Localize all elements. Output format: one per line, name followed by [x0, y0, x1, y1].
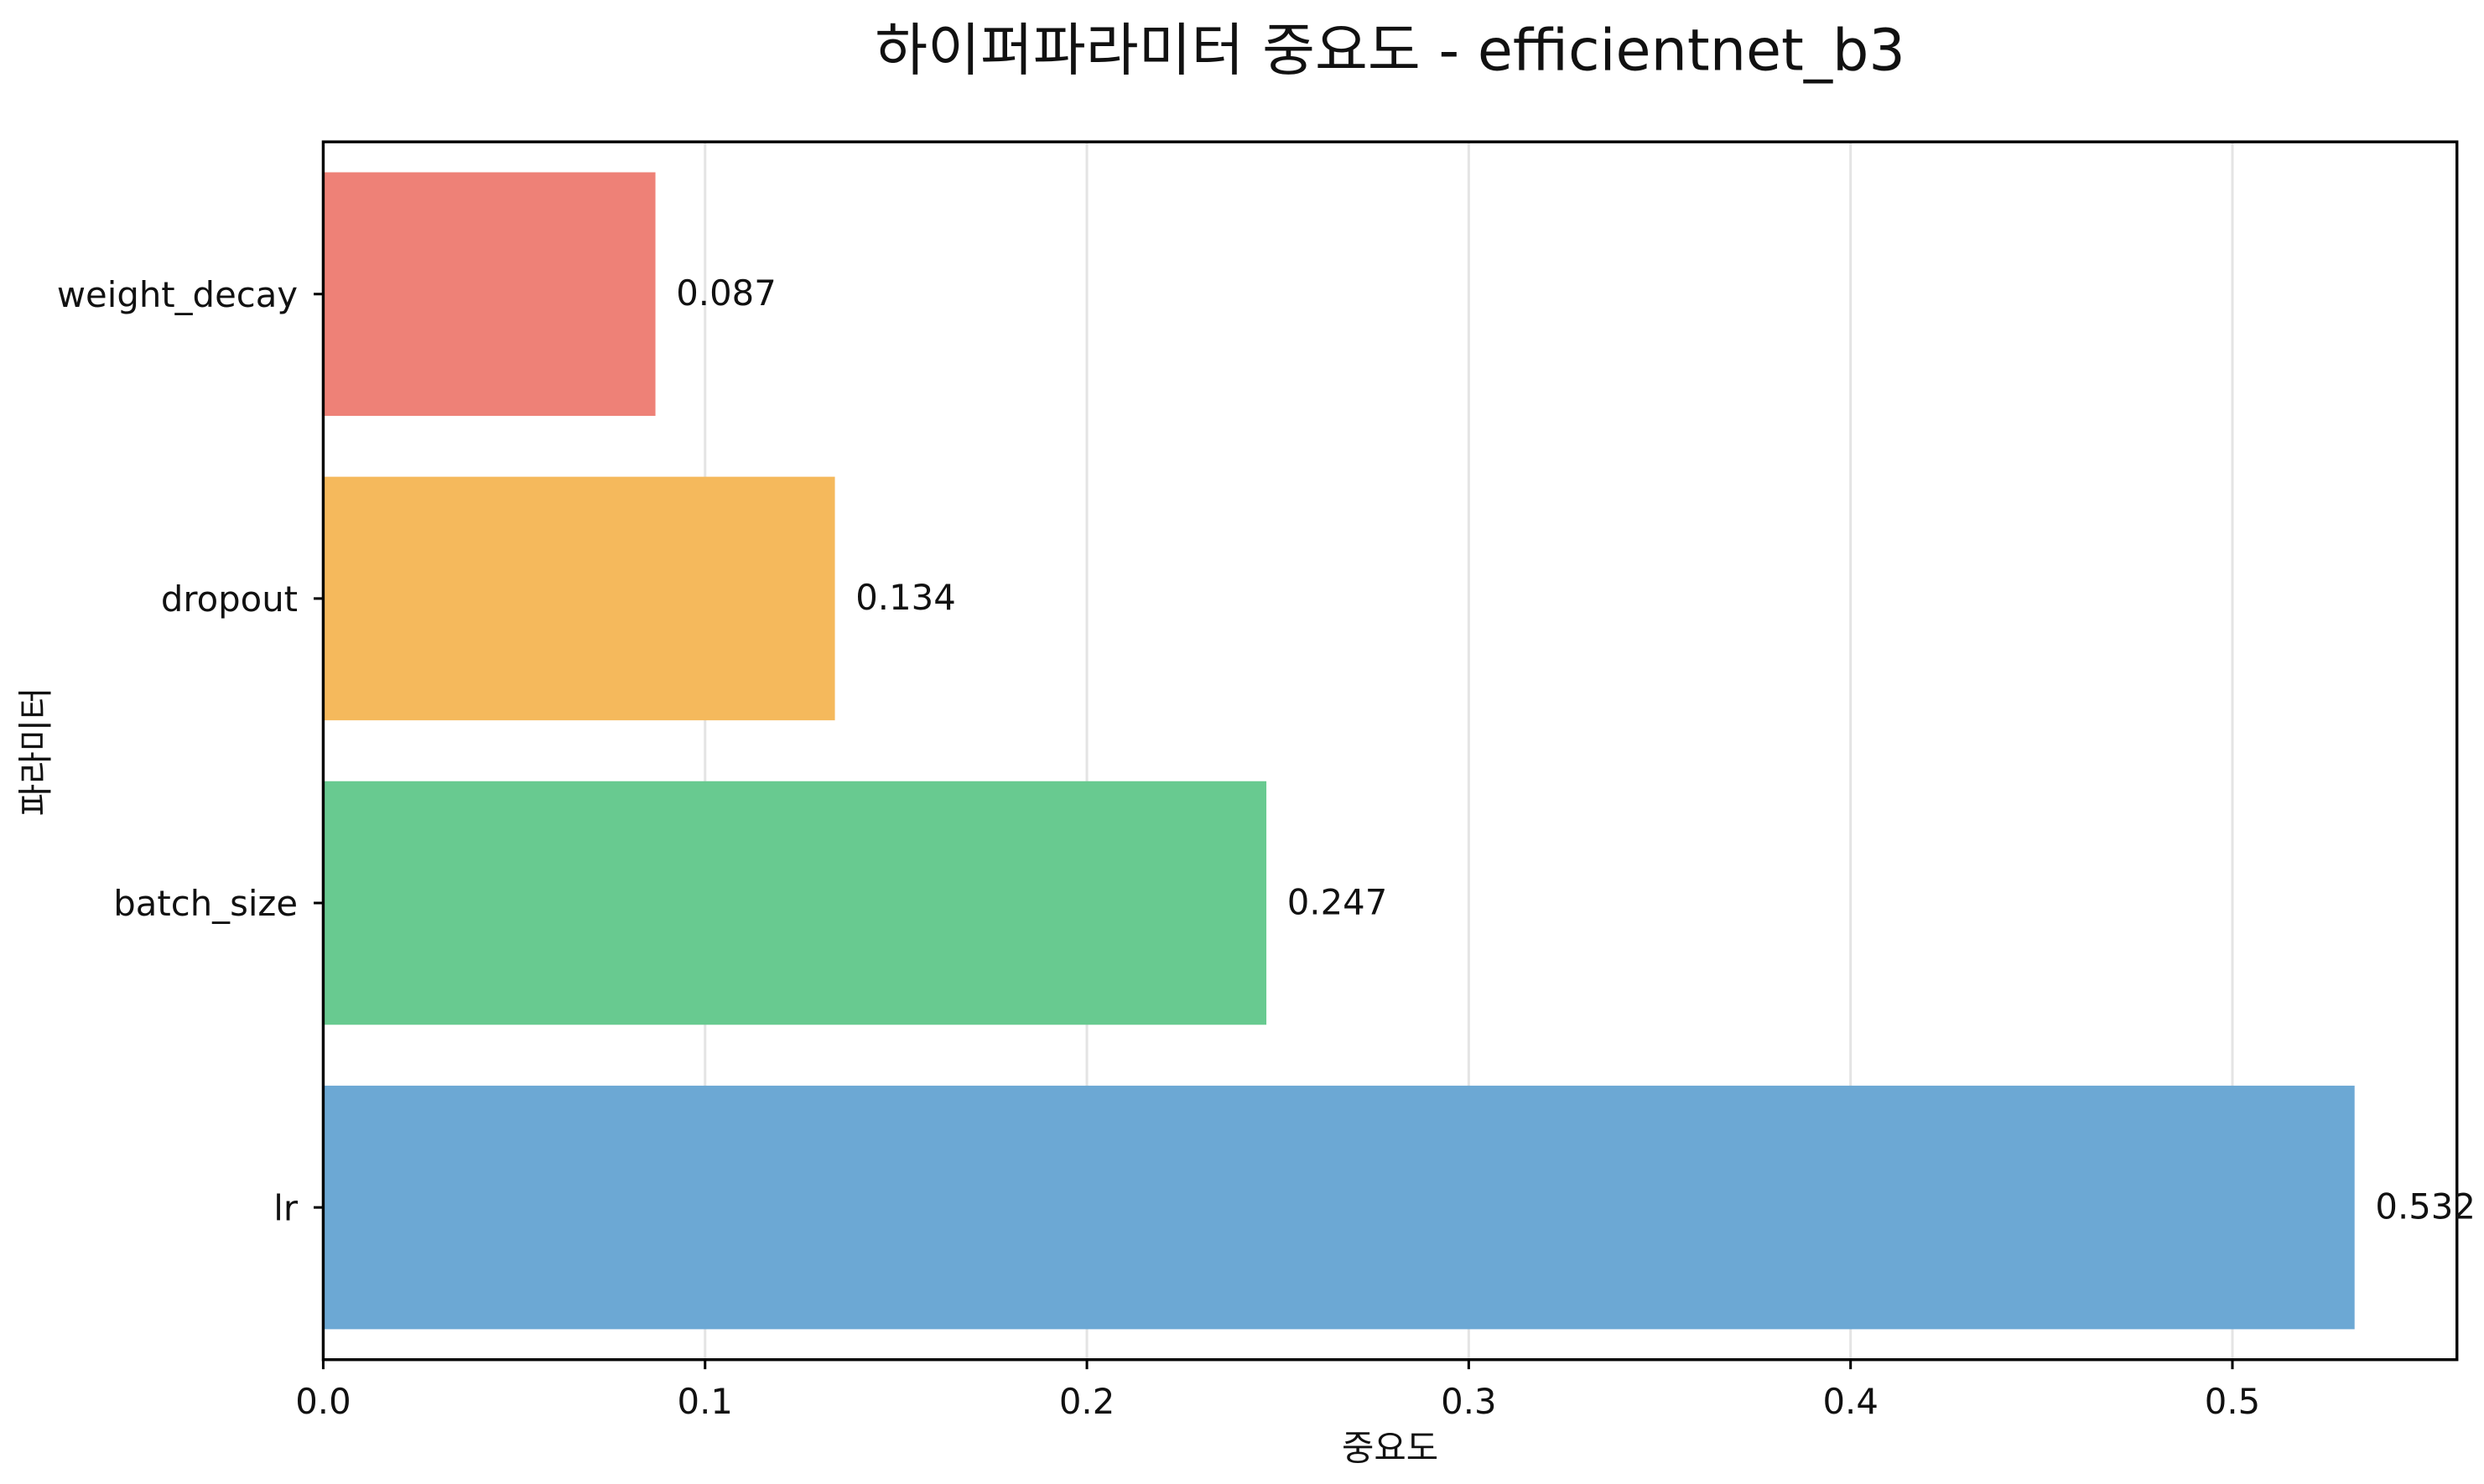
x-tick-label: 0.5: [2205, 1381, 2260, 1422]
chart-title: 하이퍼파라미터 중요도 - efficientnet_b3: [875, 18, 1905, 85]
bar-value-label: 0.087: [676, 272, 777, 314]
y-tick-label: lr: [273, 1187, 299, 1228]
x-tick-label: 0.0: [295, 1381, 351, 1422]
bar-dropout: [323, 476, 835, 721]
x-tick-label: 0.4: [1822, 1381, 1878, 1422]
plot-frame: [321, 140, 2459, 1362]
x-tick-label: 0.2: [1059, 1381, 1115, 1422]
bar-value-label: 0.134: [855, 577, 956, 618]
value-labels: 0.532 0.247 0.134 0.087: [676, 272, 2476, 1227]
bars: [323, 172, 2355, 1330]
bar-value-label: 0.532: [2375, 1186, 2476, 1227]
axis-ticks: 0.0 0.1 0.2 0.3 0.4 0.5 lr batch_size dropout wei…: [57, 274, 2260, 1422]
y-tick-label: dropout: [161, 579, 298, 620]
y-axis-label: 파라미터: [15, 688, 56, 817]
x-tick-label: 0.3: [1441, 1381, 1496, 1422]
y-tick-label: batch_size: [113, 883, 298, 924]
y-tick-label: weight_decay: [57, 274, 298, 315]
x-tick-label: 0.1: [678, 1381, 733, 1422]
x-axis-label: 중요도: [1342, 1427, 1438, 1468]
bar-lr: [323, 1085, 2355, 1330]
bar-batch-size: [323, 781, 1267, 1025]
bar-value-label: 0.247: [1287, 881, 1388, 922]
bar-weight-decay: [323, 172, 656, 417]
